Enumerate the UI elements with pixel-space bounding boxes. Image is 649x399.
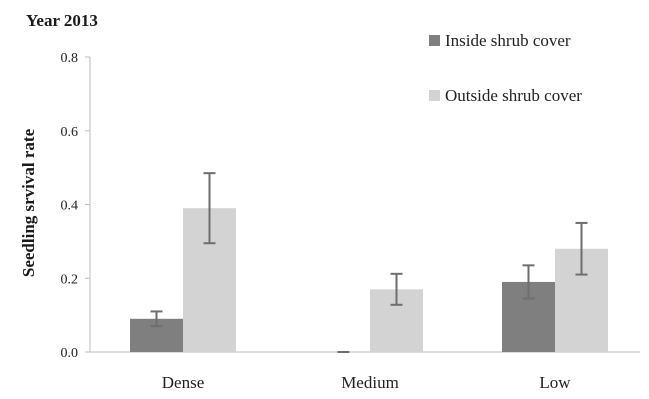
legend-label-outside: Outside shrub cover <box>445 86 582 105</box>
legend-swatch-outside <box>429 90 440 101</box>
error-bar-inside-low <box>522 264 535 300</box>
x-tick-label-low: Low <box>539 373 571 392</box>
legend: Inside shrub cover Outside shrub cover <box>429 31 582 105</box>
y-tick-labels: 0.0 0.2 0.4 0.6 0.8 <box>61 51 79 361</box>
error-bar-outside-low <box>575 221 588 276</box>
bars <box>130 208 608 352</box>
x-tick-label-dense: Dense <box>162 373 204 392</box>
legend-swatch-inside <box>429 35 440 46</box>
error-bar-outside-medium <box>390 272 403 306</box>
y-tick-label: 0.8 <box>61 51 79 66</box>
legend-label-inside: Inside shrub cover <box>445 31 571 50</box>
category-labels: Dense Medium Low <box>162 373 572 392</box>
y-tick-label: 0.4 <box>61 199 79 214</box>
error-bar-inside-dense <box>150 310 163 328</box>
y-tick-label: 0.0 <box>61 346 79 361</box>
error-bar-outside-dense <box>203 172 216 245</box>
chart-title: Year 2013 <box>26 11 98 30</box>
x-tick-label-medium: Medium <box>341 373 399 392</box>
y-tick-label: 0.6 <box>61 125 79 140</box>
error-bars <box>150 172 588 353</box>
y-axis-label: Seedling srvival rate <box>19 128 38 277</box>
y-tick-label: 0.2 <box>61 272 79 287</box>
